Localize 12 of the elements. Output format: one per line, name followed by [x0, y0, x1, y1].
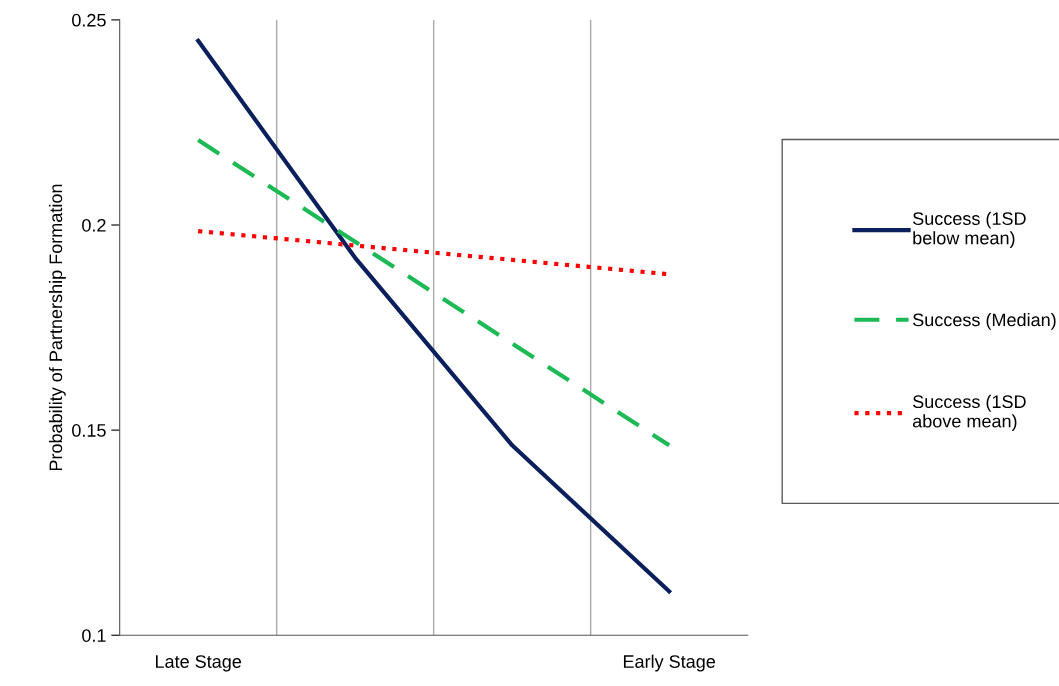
y-axis-title: Probability of Partnership Formation	[48, 184, 66, 471]
y-tick-label: 0.1	[82, 629, 106, 642]
y-tick-label: 0.2	[82, 218, 106, 232]
y-tick-label: 0.15	[72, 424, 106, 437]
line-series	[196, 38, 672, 594]
legend-label: Success (1SD below mean)	[913, 211, 1026, 248]
x-tick-label: Early Stage	[623, 654, 716, 672]
x-tick-label: Late Stage	[155, 655, 242, 672]
legend-label: Success (Median)	[913, 313, 1056, 330]
line-series	[196, 138, 672, 448]
legend-label: Success (1SD above mean)	[912, 394, 1026, 432]
y-tick-label: 0.25	[72, 13, 106, 27]
